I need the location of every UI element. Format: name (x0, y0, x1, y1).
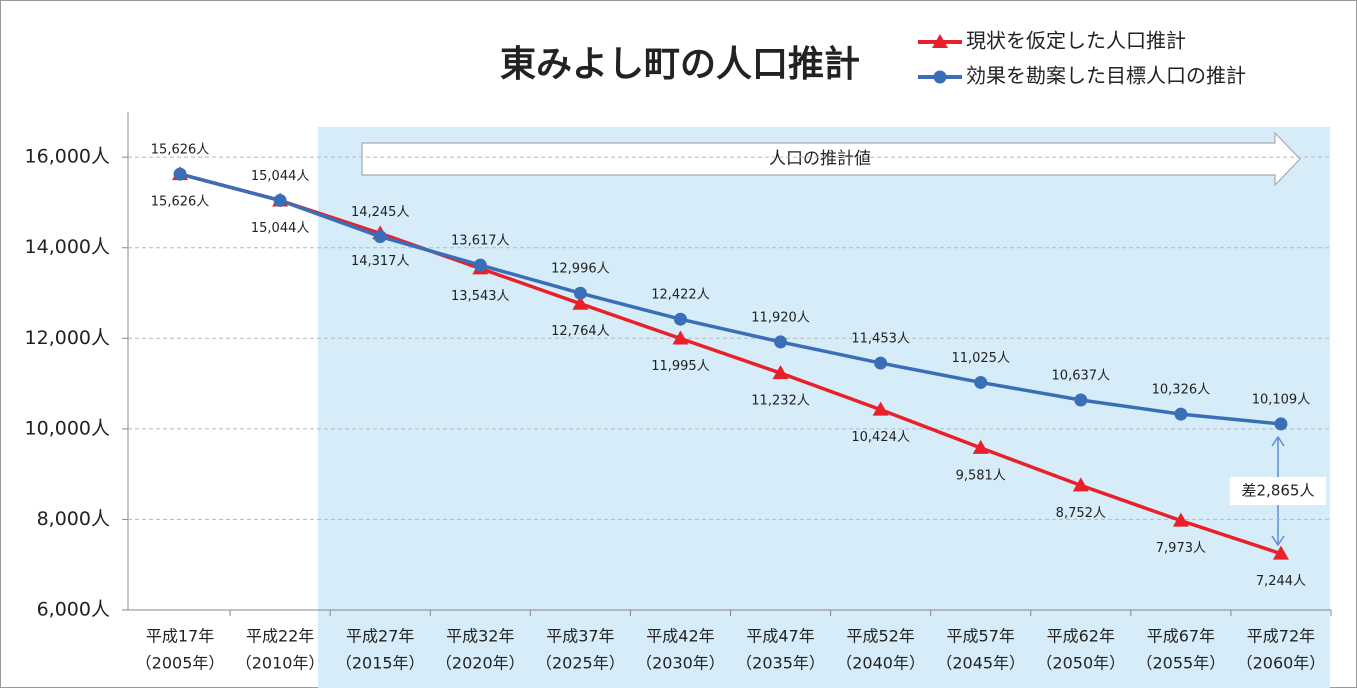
data-label: 11,453人 (851, 332, 910, 347)
marker (1272, 545, 1289, 560)
data-label: 9,581人 (956, 468, 1006, 483)
marker (573, 286, 587, 300)
data-label: 11,920人 (751, 310, 810, 325)
x-tick-label: 平成32年 (446, 627, 514, 646)
x-tick-label: （2060年） (1237, 654, 1326, 673)
x-tick-label: （2045年） (936, 654, 1025, 673)
x-tick-label: （2020年） (436, 654, 525, 673)
x-tick-label: 平成47年 (746, 627, 814, 646)
x-tick-label: 平成22年 (246, 627, 314, 646)
series-line (179, 172, 1282, 426)
x-tick-label: （2030年） (636, 654, 725, 673)
data-label: 13,543人 (451, 289, 510, 304)
legend-marker (933, 70, 947, 84)
y-tick-label: 10,000人 (25, 417, 110, 439)
x-tick-label: （2050年） (1036, 654, 1125, 673)
x-tick-label: 平成37年 (546, 627, 614, 646)
data-label: 10,326人 (1152, 383, 1211, 398)
data-label: 15,626人 (151, 143, 210, 158)
difference-label: 差2,865人 (1242, 482, 1315, 500)
y-tick-label: 14,000人 (25, 236, 110, 258)
marker (173, 167, 187, 181)
data-label: 8,752人 (1056, 506, 1106, 521)
marker (774, 335, 788, 349)
series: 15,626人 15,044人 14,245人 13,617人 12,996人 12,42… (151, 143, 1310, 431)
data-label: 12,422人 (651, 288, 710, 303)
projection-arrow: 人口の推計値 (361, 131, 1301, 187)
data-label: 15,044人 (251, 169, 310, 184)
data-label: 15,626人 (151, 195, 210, 210)
x-tick-label: 平成52年 (846, 627, 914, 646)
x-tick-label: 平成17年 (146, 627, 214, 646)
marker (974, 375, 988, 389)
legend-label: 現状を仮定した人口推計 (966, 29, 1186, 53)
marker (874, 356, 888, 370)
x-tick-label: 平成67年 (1147, 627, 1215, 646)
x-tick-label: 平成72年 (1247, 627, 1315, 646)
difference-annotation: 差2,865人 (1230, 435, 1326, 547)
data-label: 10,637人 (1052, 369, 1111, 384)
marker (1074, 393, 1088, 407)
data-label: 12,996人 (551, 262, 610, 277)
x-tick-label: 平成62年 (1047, 627, 1115, 646)
y-tick-label: 16,000人 (25, 146, 110, 168)
projection-label: 人口の推計値 (769, 149, 871, 169)
x-tick-label: （2055年） (1137, 654, 1226, 673)
data-label: 12,764人 (551, 324, 610, 339)
marker (473, 258, 487, 272)
difference-box (1230, 477, 1326, 505)
x-tick-label: （2005年） (136, 654, 225, 673)
marker (673, 312, 687, 326)
data-label: 13,617人 (451, 234, 510, 249)
marker (1172, 512, 1189, 527)
legend-marker (932, 34, 948, 48)
marker (273, 193, 287, 207)
x-tick-label: 平成42年 (646, 627, 714, 646)
series-line (179, 172, 1282, 556)
marker (972, 439, 989, 454)
data-label: 7,244人 (1256, 574, 1306, 589)
x-tick-label: 平成27年 (346, 627, 414, 646)
marker (672, 330, 689, 345)
y-tick-label: 6,000人 (37, 599, 110, 621)
data-label: 7,973人 (1156, 541, 1206, 556)
chart-title: 東みよし町の人口推計 (500, 44, 860, 85)
projection-region (318, 127, 1330, 688)
marker (373, 230, 387, 244)
marker (1174, 407, 1188, 421)
arrow-shape (361, 131, 1301, 187)
x-tick-label: （2015年） (336, 654, 425, 673)
marker (772, 365, 789, 380)
y-tick-label: 12,000人 (25, 327, 110, 349)
marker (872, 401, 889, 416)
legend-label: 効果を勘案した目標人口の推計 (966, 64, 1246, 88)
x-tick-label: （2025年） (536, 654, 625, 673)
data-label: 14,317人 (351, 254, 410, 269)
difference-arrowheads (1271, 435, 1285, 547)
x-tick-label: 平成57年 (947, 627, 1015, 646)
data-label: 10,424人 (851, 430, 910, 445)
data-label: 11,995人 (651, 359, 710, 374)
data-label: 11,232人 (751, 394, 810, 409)
series: 15,626人 15,044人 14,317人 13,543人 12,764人 11,99… (151, 166, 1306, 589)
y-tick-label: 8,000人 (37, 508, 110, 530)
marker (1072, 477, 1089, 492)
data-label: 11,025人 (951, 351, 1010, 366)
x-tick-label: （2035年） (736, 654, 825, 673)
x-tick-label: （2040年） (836, 654, 925, 673)
x-tick-label: （2010年） (236, 654, 325, 673)
data-label: 10,109人 (1252, 392, 1311, 407)
marker (572, 295, 589, 310)
data-label: 15,044人 (251, 221, 310, 236)
data-label: 14,245人 (351, 205, 410, 220)
marker (1274, 417, 1288, 431)
